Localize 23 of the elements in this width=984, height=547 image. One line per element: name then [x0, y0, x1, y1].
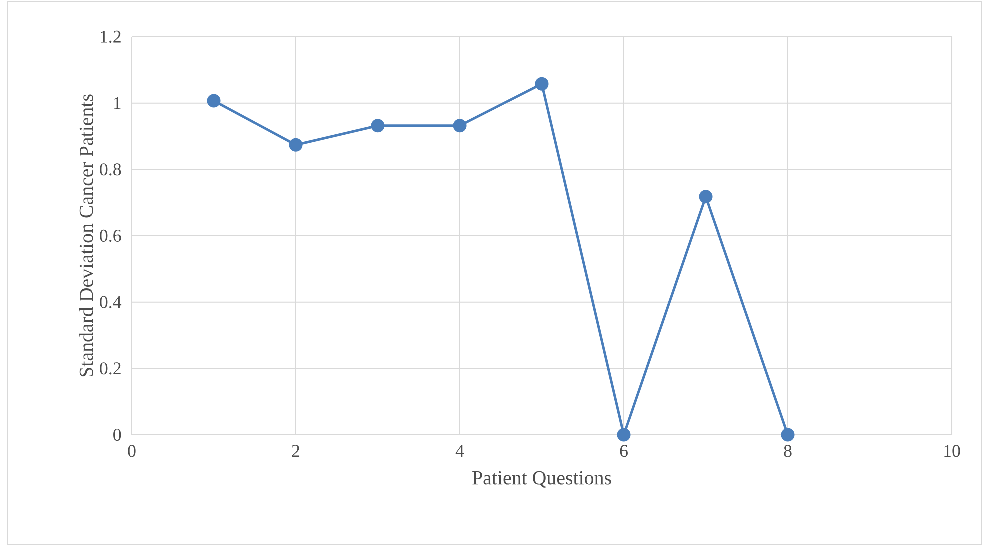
x-tick-label: 10 [944, 445, 960, 458]
point [453, 119, 467, 133]
y-tick-label: 0.8 [100, 164, 122, 176]
y-tick-label: 1.2 [100, 30, 121, 44]
y-tick-label: 0.4 [100, 296, 122, 308]
x-tick-label: 6 [620, 445, 628, 458]
x-tick-label: 4 [456, 445, 464, 457]
y-tick-label: 0.2 [100, 362, 121, 375]
x-tick-label: 2 [292, 445, 300, 458]
point [207, 94, 221, 108]
y-tick-label: 0 [114, 428, 122, 442]
y-tick-label: 1 [114, 97, 121, 110]
x-tick-label: 0 [128, 445, 136, 458]
x-tick-label: 8 [784, 445, 792, 458]
point [289, 138, 303, 152]
y-tick-label: 0.6 [100, 230, 122, 242]
point [535, 77, 549, 91]
y-axis-title: Standard Deviation Cancer Patients [79, 94, 94, 377]
point [781, 428, 795, 442]
point [371, 119, 385, 133]
point [617, 428, 631, 442]
x-axis-title: Patient Questions [472, 471, 612, 488]
point [699, 190, 713, 204]
